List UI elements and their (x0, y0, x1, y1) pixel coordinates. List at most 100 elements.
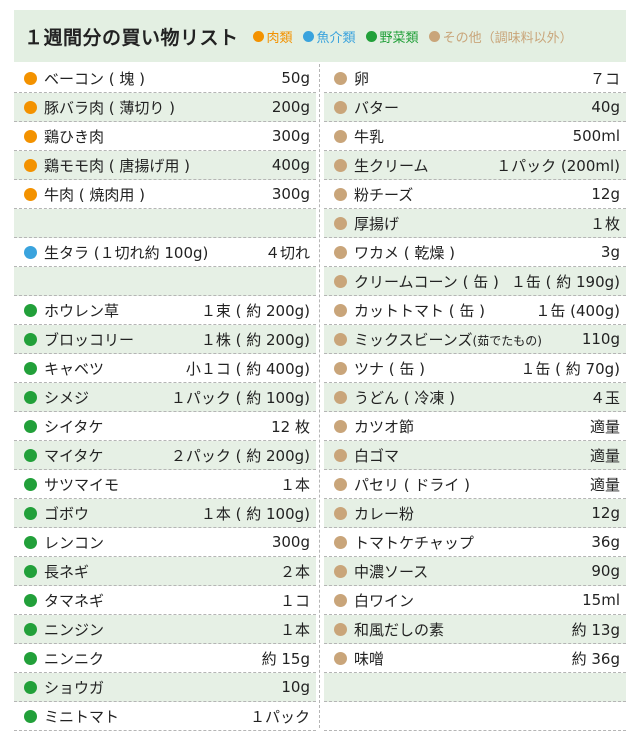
category-dot-icon (334, 390, 347, 404)
item-name-text: シイタケ (44, 417, 104, 436)
list-item: ニンジン １本 (14, 615, 316, 644)
item-quantity: 約 13g (571, 620, 620, 639)
category-dot-icon (334, 100, 347, 114)
item-name: 豚バラ肉 ( 薄切り ) (44, 97, 272, 118)
item-name: ツナ ( 缶 ) (354, 358, 520, 379)
item-name-text: ベーコン ( 塊 ) (44, 69, 146, 88)
item-name: ブロッコリー (44, 329, 201, 350)
list-item: ショウガ 10g (14, 673, 316, 702)
item-name-text: レンコン (44, 533, 105, 552)
category-dot-icon (334, 361, 347, 375)
item-name-text: 牛肉 ( 焼肉用 ) (44, 185, 146, 204)
category-dot-icon (24, 477, 37, 491)
item-quantity: ４切れ (264, 243, 310, 262)
item-quantity: １本 (279, 475, 310, 494)
item-name-text: 卵 (354, 69, 370, 88)
item-quantity: 110g (581, 330, 620, 348)
item-name: キャベツ (44, 358, 186, 379)
category-dot-icon (334, 593, 347, 607)
legend-item: 肉類 (252, 27, 293, 46)
list-item: 鶏モモ肉 ( 唐揚げ用 ) 400g (14, 151, 316, 180)
category-dot-icon (334, 71, 347, 85)
item-name-text: カレー粉 (354, 504, 415, 523)
list-item: 中濃ソース 90g (324, 557, 626, 586)
category-dot-icon (24, 390, 37, 404)
item-name: ミックスビーンズ(茹でたもの) (354, 329, 582, 350)
item-quantity: １パック (249, 707, 310, 726)
item-name-text: うどん ( 冷凍 ) (354, 388, 456, 407)
list-item: 牛乳 500ml (324, 122, 626, 151)
item-name-text: ツナ ( 缶 ) (354, 359, 426, 378)
list-item: ベーコン ( 塊 ) 50g (14, 64, 316, 93)
item-name-text: 粉チーズ (354, 185, 414, 204)
category-dot-icon (334, 158, 347, 172)
item-name: ニンニク (44, 648, 262, 669)
category-dot-icon (334, 477, 347, 491)
item-name-text: 生クリーム (354, 156, 429, 175)
item-name: 鶏ひき肉 (44, 126, 272, 147)
item-name-text: カットトマト ( 缶 ) (354, 301, 486, 320)
item-quantity: 12g (591, 504, 620, 522)
left-column: ベーコン ( 塊 ) 50g 豚バラ肉 ( 薄切り ) 200g 鶏ひき肉 300g 鶏モモ… (14, 64, 316, 731)
category-dot-icon (334, 506, 347, 520)
legend-dot-icon (365, 30, 377, 42)
item-name: タマネギ (44, 590, 280, 611)
category-legend: 肉類 魚介類 野菜類 その他（調味料以外） (252, 27, 583, 46)
item-name-text: 中濃ソース (354, 562, 429, 581)
item-quantity: 50g (281, 69, 310, 87)
item-name: 生クリーム (354, 155, 496, 176)
category-dot-icon (334, 245, 347, 259)
item-quantity: 400g (271, 156, 310, 174)
category-dot-icon (24, 709, 37, 723)
list-item: 豚バラ肉 ( 薄切り ) 200g (14, 93, 316, 122)
item-quantity: ４玉 (589, 388, 620, 407)
category-dot-icon (24, 419, 37, 433)
item-name: ニンジン (44, 619, 280, 640)
category-dot-icon (24, 593, 37, 607)
item-quantity: 15ml (582, 591, 620, 609)
item-name: 粉チーズ (354, 184, 591, 205)
list-item: ホウレン草 １束 ( 約 200g) (14, 296, 316, 325)
item-name: マイタケ (44, 445, 171, 466)
category-dot-icon (24, 535, 37, 549)
list-item: カットトマト ( 缶 ) １缶 (400g) (324, 296, 626, 325)
category-dot-icon (334, 564, 347, 578)
item-name: シメジ (44, 387, 171, 408)
list-item: 卵 ７コ (324, 64, 626, 93)
list-item: 白ワイン 15ml (324, 586, 626, 615)
item-name: バター (354, 97, 591, 118)
legend-label: 魚介類 (316, 30, 356, 46)
category-dot-icon (24, 448, 37, 462)
category-dot-icon (334, 535, 347, 549)
right-column: 卵 ７コ バター 40g 牛乳 500ml 生クリーム １パック (200ml) 粉チーズ 12g… (324, 64, 626, 731)
item-name-text: パセリ ( ドライ ) (354, 475, 471, 494)
item-name: カットトマト ( 缶 ) (354, 300, 535, 321)
item-quantity: １パック (200ml) (496, 156, 620, 175)
item-name: 厚揚げ (354, 213, 590, 234)
list-item: クリームコーン ( 缶 ) １缶 ( 約 190g) (324, 267, 626, 296)
item-quantity: １缶 (400g) (535, 301, 620, 320)
item-quantity: 300g (271, 185, 310, 203)
list-item (324, 673, 626, 702)
item-name-text: 生タラ (１切れ約 100g) (44, 243, 209, 262)
item-quantity: 40g (591, 98, 620, 116)
legend-item: 野菜類 (365, 27, 419, 46)
category-dot-icon (334, 216, 347, 230)
legend-item: 魚介類 (302, 27, 356, 46)
list-item: マイタケ ２パック ( 約 200g) (14, 441, 316, 470)
item-name-text: 厚揚げ (354, 214, 400, 233)
list-item: バター 40g (324, 93, 626, 122)
category-dot-icon (24, 71, 37, 85)
item-quantity: 適量 (589, 446, 620, 465)
item-quantity: １枚 (589, 214, 620, 233)
category-dot-icon (334, 622, 347, 636)
shopping-list: ベーコン ( 塊 ) 50g 豚バラ肉 ( 薄切り ) 200g 鶏ひき肉 300g 鶏モモ… (14, 64, 626, 731)
item-name-text: ブロッコリー (44, 330, 135, 349)
list-item (324, 702, 626, 731)
item-name: パセリ ( ドライ ) (354, 474, 590, 495)
category-dot-icon (24, 332, 37, 346)
item-name-text: 白ワイン (354, 591, 415, 610)
item-name-text: 長ネギ (44, 562, 90, 581)
category-dot-icon (334, 419, 347, 433)
item-name: ワカメ ( 乾燥 ) (354, 242, 601, 263)
